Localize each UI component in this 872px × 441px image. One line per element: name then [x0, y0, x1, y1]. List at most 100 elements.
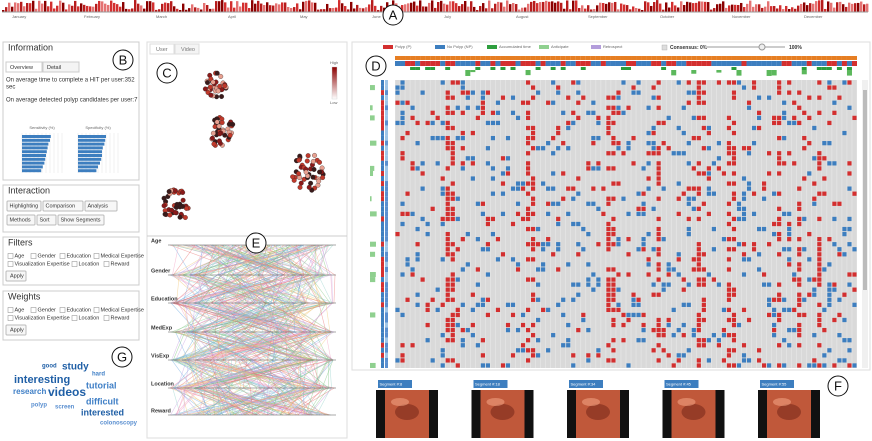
checkbox[interactable] [103, 261, 110, 267]
segment-label-bg[interactable] [473, 380, 508, 388]
checkbox[interactable] [7, 315, 14, 321]
user-node[interactable] [219, 120, 225, 126]
checkbox[interactable] [30, 307, 37, 313]
user-node[interactable] [162, 211, 168, 217]
user-node[interactable] [169, 207, 175, 213]
user-node[interactable] [180, 203, 185, 209]
button[interactable] [57, 214, 105, 226]
button[interactable] [5, 270, 27, 282]
checkbox[interactable] [7, 307, 14, 313]
user-node[interactable] [174, 201, 180, 207]
user-node[interactable] [304, 158, 310, 164]
cell [606, 231, 611, 237]
user-node[interactable] [180, 197, 186, 203]
user-node[interactable] [207, 84, 213, 90]
user-node[interactable] [209, 135, 215, 141]
checkbox[interactable] [93, 253, 100, 259]
cell [631, 292, 636, 297]
cell [520, 181, 526, 186]
segment-label-bg[interactable] [664, 380, 699, 388]
slider-thumb[interactable] [758, 43, 766, 51]
user-node[interactable] [218, 73, 224, 79]
user-node[interactable] [183, 205, 189, 211]
checkbox[interactable] [103, 315, 110, 321]
strip [580, 61, 586, 66]
user-node[interactable] [216, 138, 222, 144]
user-node[interactable] [306, 184, 312, 190]
user-node[interactable] [227, 132, 233, 138]
user-node[interactable] [217, 83, 223, 89]
checkbox[interactable] [71, 315, 78, 321]
cell [611, 231, 616, 237]
user-node[interactable] [305, 153, 311, 159]
user-node[interactable] [297, 184, 303, 190]
tab[interactable] [149, 43, 175, 55]
toggle[interactable] [661, 44, 668, 51]
user-node[interactable] [177, 214, 183, 220]
tab[interactable] [5, 61, 43, 73]
user-node[interactable] [290, 174, 296, 180]
cell [787, 307, 792, 313]
checkbox[interactable] [93, 307, 100, 313]
user-node[interactable] [317, 169, 323, 175]
user-node[interactable] [205, 80, 210, 86]
bar [22, 142, 49, 146]
button[interactable] [36, 214, 57, 226]
user-node[interactable] [210, 130, 216, 136]
button[interactable] [42, 200, 84, 212]
user-node[interactable] [208, 92, 214, 98]
user-node[interactable] [180, 190, 186, 195]
strip [490, 56, 496, 60]
tab[interactable] [42, 61, 80, 73]
checkbox[interactable] [59, 253, 66, 259]
user-node[interactable] [214, 119, 220, 125]
checkbox[interactable] [7, 253, 14, 259]
user-node[interactable] [216, 123, 222, 129]
user-node[interactable] [202, 86, 208, 92]
tab[interactable] [174, 43, 200, 55]
user-node[interactable] [210, 79, 216, 85]
user-node[interactable] [167, 212, 173, 218]
button[interactable] [5, 324, 27, 336]
checkbox[interactable] [30, 253, 37, 259]
cell [606, 292, 611, 297]
user-node[interactable] [311, 167, 317, 172]
segment-label-bg[interactable] [569, 380, 603, 388]
user-node[interactable] [296, 171, 302, 177]
label: June [372, 14, 381, 19]
user-node[interactable] [298, 180, 304, 186]
user-node[interactable] [217, 131, 223, 137]
user-node[interactable] [226, 121, 232, 127]
strip [605, 56, 611, 60]
user-node[interactable] [219, 94, 225, 99]
user-node[interactable] [312, 152, 317, 158]
checkbox[interactable] [7, 261, 14, 267]
user-node[interactable] [222, 83, 228, 89]
cell [716, 343, 722, 348]
button[interactable] [84, 200, 118, 212]
cell [731, 333, 737, 338]
user-node[interactable] [310, 174, 316, 180]
user-node[interactable] [172, 188, 178, 194]
user-node[interactable] [319, 165, 325, 171]
user-node[interactable] [161, 203, 167, 209]
user-node[interactable] [316, 178, 322, 184]
user-node[interactable] [296, 157, 302, 163]
button[interactable] [6, 214, 36, 226]
cell [787, 90, 792, 95]
user-node[interactable] [215, 88, 221, 94]
user-node[interactable] [303, 169, 309, 175]
user-node[interactable] [320, 175, 326, 181]
user-node[interactable] [211, 141, 217, 147]
user-node[interactable] [310, 159, 316, 164]
user-node[interactable] [166, 189, 172, 194]
checkbox[interactable] [71, 261, 78, 267]
button[interactable] [6, 200, 42, 212]
user-node[interactable] [214, 70, 220, 76]
user-node[interactable] [317, 159, 322, 165]
segment-label-bg[interactable] [378, 380, 412, 388]
user-node[interactable] [182, 215, 188, 220]
segment-label-bg[interactable] [760, 380, 794, 388]
checkbox[interactable] [59, 307, 66, 313]
scroll-thumb[interactable] [863, 90, 867, 290]
